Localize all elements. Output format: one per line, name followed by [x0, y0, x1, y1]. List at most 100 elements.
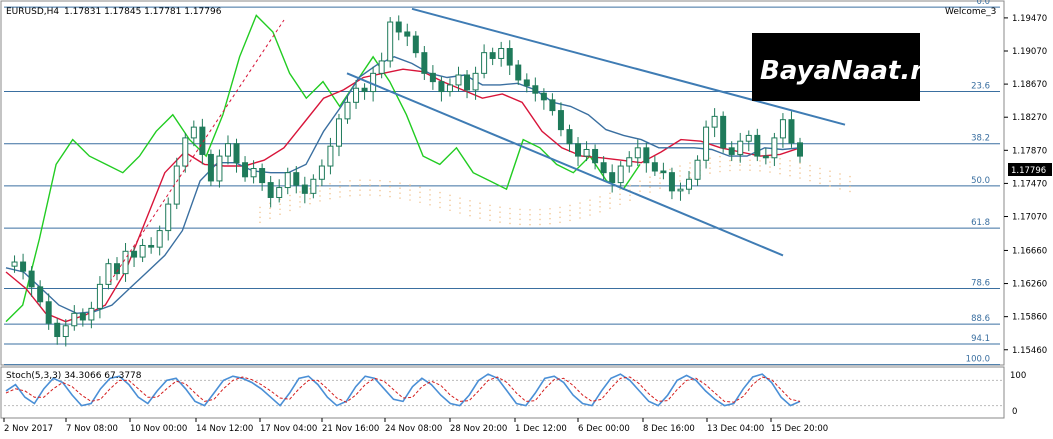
- cloud-dot: [849, 175, 851, 178]
- cloud-dot: [349, 180, 351, 182]
- cloud-dot: [689, 167, 691, 169]
- cloud-dot: [389, 195, 391, 198]
- candle-body: [284, 172, 291, 189]
- cloud-dot: [689, 172, 691, 174]
- cloud-dot: [369, 179, 371, 181]
- cloud-dot: [419, 201, 421, 204]
- candle-body: [96, 283, 103, 309]
- price-tick-label: 1.18670: [1012, 80, 1047, 90]
- candle-body: [737, 140, 744, 155]
- cloud-dot: [389, 190, 391, 193]
- candle-body: [395, 21, 402, 33]
- cloud-dot: [539, 218, 541, 221]
- candle-body: [344, 101, 351, 120]
- candle-body: [267, 182, 274, 198]
- cloud-dot: [639, 190, 641, 192]
- cloud-dot: [649, 186, 651, 188]
- cloud-dot: [569, 204, 571, 207]
- cloud-dot: [819, 167, 821, 170]
- cloud-dot: [479, 217, 481, 219]
- cloud-dot: [439, 201, 441, 204]
- ichimoku-lines: [5, 14, 801, 323]
- candle-body: [37, 286, 44, 303]
- cloud-dot: [629, 184, 631, 187]
- cloud-dot: [469, 199, 471, 202]
- candle-body: [387, 21, 394, 62]
- fib-label: 50.0: [971, 176, 990, 186]
- cloud-dot: [449, 204, 451, 207]
- candle-body: [353, 87, 360, 103]
- cloud-dot: [349, 194, 351, 197]
- cloud-dot: [469, 214, 471, 217]
- cloud-dot: [479, 207, 481, 209]
- candle-body: [327, 145, 334, 167]
- cloud-dot: [419, 186, 421, 189]
- cloud-dot: [259, 206, 261, 209]
- cloud-dot: [299, 206, 301, 208]
- cloud-dot: [799, 162, 801, 164]
- fib-label: 94.1: [971, 334, 990, 344]
- candle-body: [54, 322, 61, 338]
- cloud-dot: [369, 194, 371, 196]
- candle-body: [711, 115, 718, 128]
- candle-body: [617, 165, 624, 184]
- candle-body: [660, 170, 667, 174]
- candle-body: [293, 172, 300, 186]
- candle-body: [165, 203, 172, 232]
- cloud-dot: [619, 203, 621, 206]
- cloud-dot: [779, 162, 781, 165]
- cloud-dot: [419, 196, 421, 199]
- candle-body: [686, 178, 693, 190]
- cloud-dot: [459, 197, 461, 199]
- cloud-dot: [279, 203, 281, 206]
- cloud-dot: [599, 205, 601, 208]
- cloud-dot: [519, 213, 521, 216]
- candle-body: [515, 64, 522, 81]
- cloud-dot: [769, 166, 771, 168]
- cloud-dot: [829, 180, 831, 182]
- cloud-dot: [369, 184, 371, 186]
- stoch-axis-100: 100: [1010, 371, 1026, 381]
- cloud-dot: [349, 184, 351, 187]
- cloud-dot: [829, 185, 831, 187]
- logo-text: BayaNaat.net: [760, 56, 960, 86]
- cloud-dot: [439, 191, 441, 194]
- candle-body: [233, 143, 240, 164]
- candle-body: [421, 52, 428, 74]
- candle-body: [481, 52, 488, 74]
- candle-body: [216, 155, 223, 182]
- cloud-dot: [579, 207, 581, 209]
- candle-body: [335, 118, 342, 147]
- cloud-dot: [319, 185, 321, 187]
- cloud-dot: [559, 206, 561, 209]
- cloud-dot: [429, 189, 431, 191]
- candle-body: [728, 147, 735, 155]
- cloud-dot: [559, 221, 561, 224]
- account-name[interactable]: Welcome_3: [945, 7, 996, 17]
- cloud-dot: [689, 162, 691, 164]
- cloud-dot: [389, 185, 391, 188]
- tenkan-sen-line: [5, 56, 801, 315]
- cloud-dot: [769, 161, 771, 163]
- cloud-dot: [509, 207, 511, 210]
- candle-body: [224, 143, 231, 157]
- cloud-dot: [489, 204, 491, 207]
- cloud-dot: [739, 169, 741, 171]
- cloud-dot: [419, 191, 421, 194]
- candle-body: [173, 165, 180, 205]
- candle-body: [626, 157, 633, 167]
- cloud-dot: [539, 208, 541, 211]
- price-tick-label: 1.17870: [1012, 146, 1047, 156]
- candle-body: [250, 168, 257, 178]
- cloud-dot: [679, 170, 681, 172]
- cloud-dot: [739, 164, 741, 166]
- cloud-dot: [449, 209, 451, 212]
- cloud-dot: [589, 199, 591, 201]
- cloud-dot: [539, 213, 541, 216]
- time-tick-label: 17 Nov 04:00: [260, 424, 317, 434]
- cloud-dot: [379, 194, 381, 197]
- cloud-dot: [799, 172, 801, 174]
- candle-body: [720, 115, 727, 149]
- cloud-dot: [499, 216, 501, 218]
